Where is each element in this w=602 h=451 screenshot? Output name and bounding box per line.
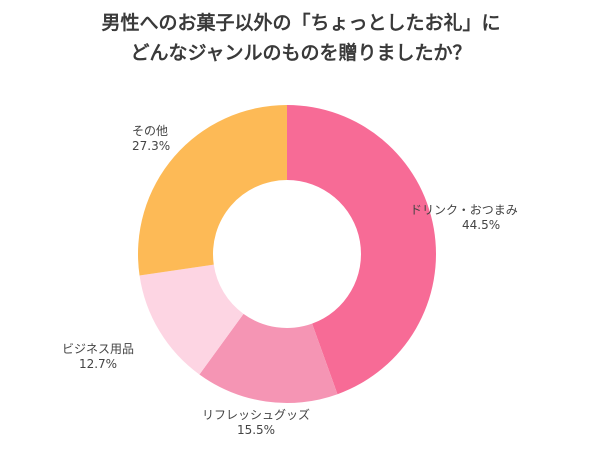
chart-title-line-1: 男性へのお菓子以外の「ちょっとしたお礼」に xyxy=(101,12,501,34)
donut-slice-4 xyxy=(138,105,287,276)
label-other: その他 27.3% xyxy=(132,124,170,154)
chart-title-line-2: どんなジャンルのものを贈りましたか？ xyxy=(130,42,472,64)
label-value: 27.3% xyxy=(132,139,171,153)
donut-slice-3 xyxy=(139,264,244,375)
label-business: ビジネス用品 12.7% xyxy=(62,342,134,372)
label-value: 15.5% xyxy=(236,423,276,437)
label-value: 12.7% xyxy=(78,357,118,371)
label-category: ビジネス用品 xyxy=(62,342,135,356)
donut-slice-2 xyxy=(199,313,338,403)
label-value: 44.5% xyxy=(462,218,501,232)
donut-slice-1 xyxy=(287,105,436,395)
label-category: ドリンク・おつまみ xyxy=(410,203,518,217)
label-category: その他 xyxy=(132,124,169,138)
label-refresh: リフレッシュグッズ 15.5% xyxy=(202,408,310,438)
label-category: リフレッシュグッズ xyxy=(202,408,311,422)
label-drink: ドリンク・おつまみ 44.5% xyxy=(410,203,518,233)
